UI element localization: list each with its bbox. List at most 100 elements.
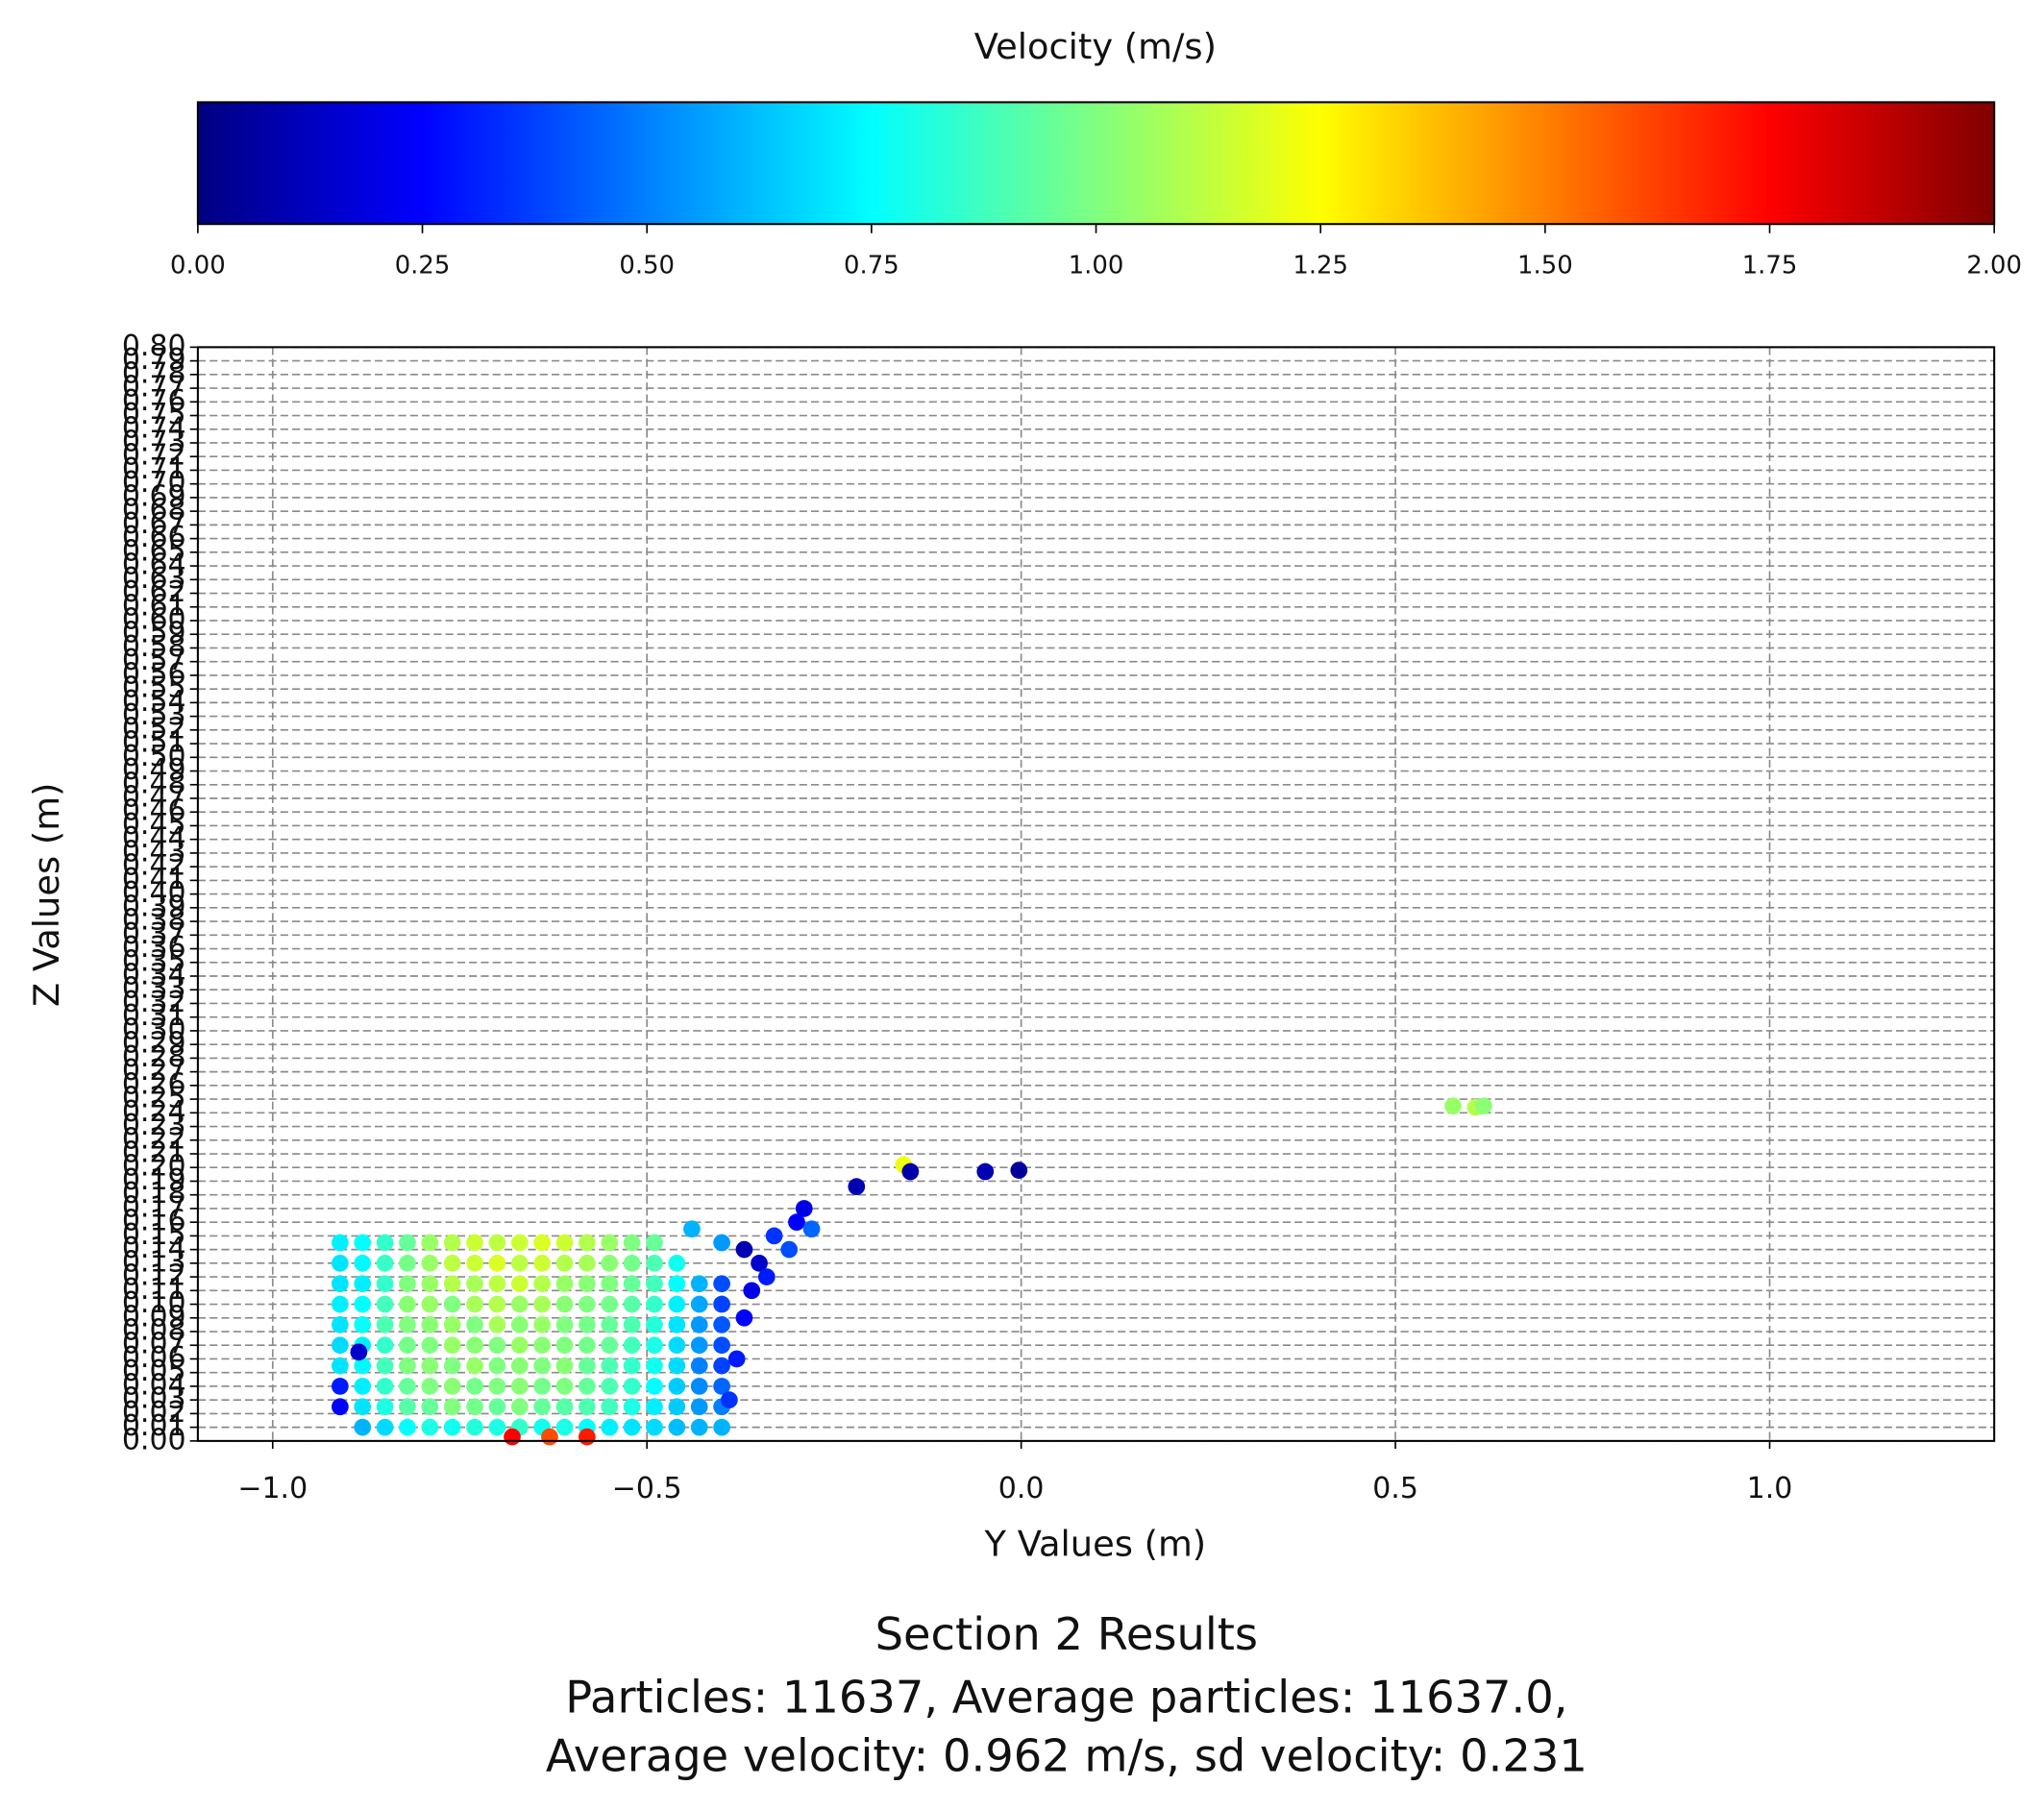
y-tick-label: 0.50 — [122, 740, 186, 773]
y-tick-label: 0.46 — [122, 795, 186, 828]
particle — [668, 1378, 686, 1395]
y-tick-label: 0.25 — [122, 1082, 186, 1115]
y-tick-label: 0.80 — [122, 330, 186, 363]
particle — [399, 1295, 416, 1313]
y-tick-label: 0.29 — [122, 1027, 186, 1061]
particle — [443, 1378, 461, 1395]
particle — [1010, 1162, 1028, 1179]
particle — [1444, 1097, 1462, 1115]
particle — [488, 1418, 506, 1436]
chart-title: Section 2 Results — [875, 1608, 1258, 1660]
particle — [332, 1254, 349, 1272]
colorbar-tick-label: 0.00 — [170, 251, 226, 280]
particle — [601, 1275, 619, 1293]
particle — [623, 1275, 641, 1293]
y-tick-label: 0.14 — [122, 1232, 186, 1265]
y-tick-label: 0.12 — [122, 1260, 186, 1293]
y-tick-label: 0.76 — [122, 384, 186, 418]
particle — [510, 1234, 529, 1252]
particle — [780, 1240, 799, 1259]
particle — [332, 1316, 349, 1333]
particle — [510, 1254, 529, 1272]
particle — [555, 1357, 574, 1375]
particle — [510, 1398, 529, 1416]
y-tick-label: 0.40 — [122, 876, 186, 910]
particle — [646, 1398, 663, 1416]
particle — [555, 1418, 574, 1436]
y-tick-label: 0.37 — [122, 917, 186, 951]
particle — [421, 1418, 439, 1436]
y-tick-label: 0.36 — [122, 931, 186, 965]
particle — [668, 1336, 686, 1355]
particle — [399, 1336, 416, 1355]
particle — [399, 1398, 416, 1416]
particle — [421, 1336, 439, 1355]
particle — [332, 1295, 349, 1313]
particle — [601, 1234, 619, 1252]
particle — [646, 1418, 663, 1436]
y-tick-label: 0.54 — [122, 685, 186, 719]
y-tick-label: 0.01 — [122, 1409, 186, 1443]
y-tick-label: 0.34 — [122, 959, 186, 992]
particle — [623, 1336, 641, 1355]
particle — [623, 1254, 641, 1272]
particle — [579, 1295, 596, 1313]
particle — [443, 1398, 461, 1416]
y-tick-label: 0.35 — [122, 944, 186, 978]
particle — [555, 1336, 574, 1355]
y-tick-label: 0.79 — [122, 343, 186, 377]
particle — [579, 1336, 596, 1355]
particle — [848, 1178, 866, 1196]
particle — [510, 1378, 529, 1395]
particle — [646, 1357, 663, 1375]
particle — [601, 1398, 619, 1416]
particle — [376, 1418, 394, 1436]
particle — [488, 1234, 506, 1252]
particle — [488, 1316, 506, 1333]
y-tick-label: 0.51 — [122, 726, 186, 760]
x-tick-label: −0.5 — [612, 1472, 682, 1505]
particle — [601, 1336, 619, 1355]
y-tick-label: 0.17 — [122, 1190, 186, 1224]
particle — [488, 1254, 506, 1272]
particle — [332, 1398, 349, 1416]
y-tick-label: 0.67 — [122, 507, 186, 541]
particle — [579, 1378, 596, 1395]
particle — [668, 1357, 686, 1375]
particle — [555, 1316, 574, 1333]
y-tick-label: 0.02 — [122, 1396, 186, 1430]
y-tick-label: 0.05 — [122, 1355, 186, 1388]
particle — [579, 1234, 596, 1252]
particle — [354, 1357, 372, 1375]
particle — [735, 1309, 753, 1327]
x-tick-label: 1.0 — [1747, 1472, 1793, 1505]
particle — [623, 1418, 641, 1436]
particle — [399, 1357, 416, 1375]
particle — [488, 1378, 506, 1395]
colorbar-tick-label: 1.25 — [1293, 251, 1348, 280]
particle — [466, 1316, 483, 1333]
particle — [510, 1275, 529, 1293]
particle — [555, 1378, 574, 1395]
particle — [466, 1357, 483, 1375]
x-tick-label: −1.0 — [237, 1472, 308, 1505]
particle — [735, 1240, 753, 1259]
y-tick-label: 0.55 — [122, 672, 186, 705]
particle — [399, 1254, 416, 1272]
x-axis-label: Y Values (m) — [984, 1523, 1207, 1564]
y-tick-label: 0.56 — [122, 657, 186, 691]
particle — [533, 1295, 552, 1313]
particle — [376, 1357, 394, 1375]
particle — [376, 1234, 394, 1252]
y-tick-label: 0.58 — [122, 630, 186, 664]
colorbar-tick-label: 0.25 — [395, 251, 451, 280]
particle — [646, 1336, 663, 1355]
y-tick-label: 0.19 — [122, 1163, 186, 1197]
particle — [510, 1357, 529, 1375]
particle — [376, 1275, 394, 1293]
y-tick-label: 0.47 — [122, 780, 186, 814]
particle — [668, 1254, 686, 1272]
particle — [976, 1162, 995, 1181]
particle — [646, 1254, 663, 1272]
